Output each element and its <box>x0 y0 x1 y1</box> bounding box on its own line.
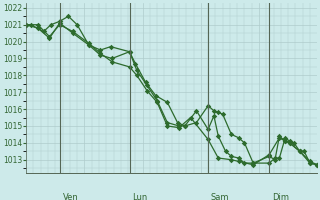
Text: Lun: Lun <box>132 193 148 200</box>
Text: Dim: Dim <box>272 193 289 200</box>
Text: Ven: Ven <box>62 193 78 200</box>
Text: Sam: Sam <box>211 193 229 200</box>
